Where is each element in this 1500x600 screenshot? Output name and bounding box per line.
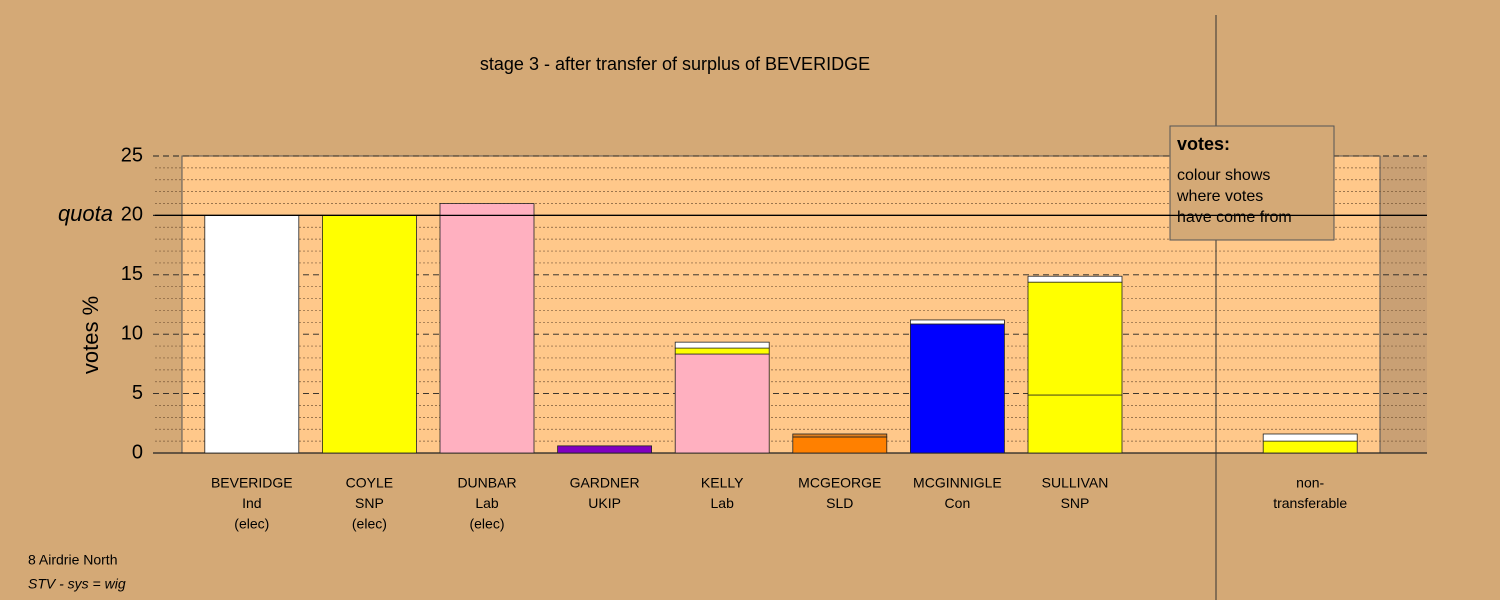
bar-segment — [1027, 281, 1123, 396]
y-tick-label: 25 — [121, 144, 143, 166]
y-tick-label: 15 — [121, 263, 143, 285]
x-tick-label: KELLY — [701, 475, 744, 491]
y-tick-label: 20 — [121, 204, 143, 226]
y-tick-label: 0 — [132, 441, 143, 463]
x-tick-label: GARDNER — [570, 475, 640, 491]
chart-title: stage 3 - after transfer of surplus of B… — [480, 54, 870, 74]
legend-text: where votes — [1176, 188, 1263, 205]
x-tick-label: Lab — [475, 495, 499, 511]
quota-label: quota — [58, 201, 113, 226]
bar-segment — [1027, 275, 1123, 283]
side-panel — [1380, 156, 1427, 453]
bar-segment — [557, 445, 652, 454]
bar-segment — [674, 341, 770, 349]
y-tick-label: 10 — [121, 322, 143, 344]
bar-segment — [321, 214, 417, 454]
x-tick-label: SNP — [1061, 495, 1090, 511]
x-tick-label: Lab — [711, 495, 735, 511]
y-axis-label: votes % — [78, 296, 103, 374]
x-tick-label: SNP — [355, 495, 384, 511]
footnote: STV - sys = wig — [28, 576, 126, 592]
bar-segment — [792, 433, 888, 438]
y-tick-label: 5 — [132, 382, 143, 404]
x-tick-label: MCGINNIGLE — [913, 475, 1002, 491]
legend-text: have come from — [1177, 209, 1292, 226]
legend-title: votes: — [1177, 134, 1230, 154]
bar-segment — [910, 323, 1005, 454]
x-tick-label: SULLIVAN — [1042, 475, 1109, 491]
bar-segment — [1027, 394, 1123, 454]
bar-segment — [792, 436, 888, 454]
x-tick-label: BEVERIDGE — [211, 475, 293, 491]
bar-segment — [674, 353, 770, 454]
x-tick-label: (elec) — [352, 516, 387, 532]
x-tick-label: COYLE — [346, 475, 393, 491]
x-tick-label: non- — [1296, 475, 1324, 491]
x-tick-label: MCGEORGE — [798, 475, 881, 491]
bar-segment — [910, 319, 1005, 325]
x-tick-label: SLD — [826, 495, 853, 511]
legend-text: colour shows — [1177, 167, 1270, 184]
bar-segment — [674, 347, 770, 355]
bar-segment — [439, 203, 535, 454]
bar-segment — [1262, 433, 1358, 442]
x-tick-label: DUNBAR — [457, 475, 516, 491]
x-tick-label: (elec) — [469, 516, 504, 532]
bars — [204, 203, 1358, 454]
bar-segment — [1262, 440, 1358, 454]
x-tick-label: Con — [945, 495, 971, 511]
legend-box — [1169, 125, 1335, 241]
bar-segment — [204, 214, 300, 454]
x-tick-label: (elec) — [234, 516, 269, 532]
x-tick-label: Ind — [242, 495, 261, 511]
x-tick-label: transferable — [1273, 495, 1347, 511]
x-tick-label: UKIP — [588, 495, 621, 511]
legend: votes: colour shows where votes have com… — [1169, 125, 1335, 241]
footnote: 8 Airdrie North — [28, 552, 117, 568]
